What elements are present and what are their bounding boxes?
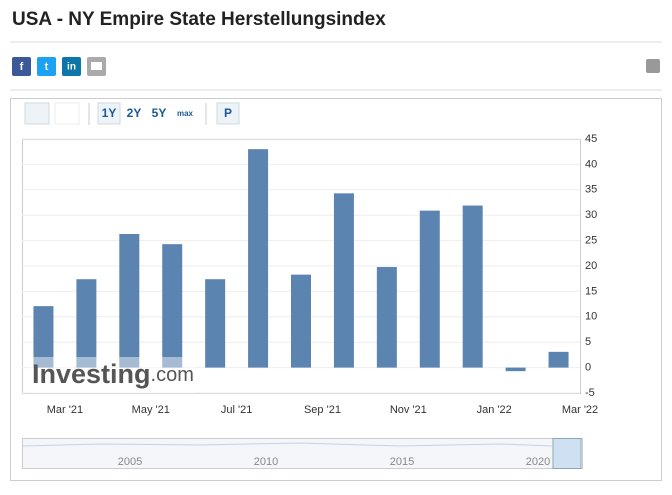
y-tick-label: 5 xyxy=(585,336,591,348)
y-tick-label: 45 xyxy=(585,133,597,145)
twitter-button[interactable] xyxy=(37,57,56,76)
linkedin-button[interactable] xyxy=(62,57,81,76)
facebook-button[interactable] xyxy=(12,57,31,76)
y-tick-label: 10 xyxy=(585,311,597,323)
navigator: 2005 2010 2015 2020 xyxy=(22,438,583,469)
page-title: USA - NY Empire State Herstellungsindex xyxy=(12,9,386,30)
watermark: Investing.com xyxy=(30,357,195,393)
bar xyxy=(248,149,269,368)
y-tick-label: 0 xyxy=(585,362,591,374)
range-label[interactable]: 2Y xyxy=(127,106,142,120)
p-button[interactable] xyxy=(216,102,240,125)
range-label[interactable]: max xyxy=(177,109,194,118)
bar xyxy=(162,244,183,368)
bar xyxy=(291,274,311,368)
navigator-label: 2020 xyxy=(526,456,550,468)
watermark-brand: Investing xyxy=(32,359,151,389)
x-tick-label: Sep '21 xyxy=(304,404,341,416)
y-tick-label: 30 xyxy=(585,209,597,221)
x-tick-label: Jul '21 xyxy=(221,404,252,416)
twitter-icon: t xyxy=(45,61,49,73)
bar xyxy=(76,279,97,368)
toolbar: 1Y 2Y 5Y max P xyxy=(24,102,240,125)
y-tick-label: 25 xyxy=(585,235,597,247)
watermark-bg xyxy=(30,357,195,393)
bar xyxy=(376,267,397,368)
y-tick-label: 40 xyxy=(585,158,597,170)
navigator-line xyxy=(22,442,553,447)
y-tick-label: 35 xyxy=(585,184,597,196)
y-tick-label: -5 xyxy=(585,387,595,399)
facebook-icon: f xyxy=(20,61,24,73)
mail-icon xyxy=(91,62,102,70)
x-tick-label: Mar '21 xyxy=(47,404,83,416)
line-type-button[interactable] xyxy=(54,102,80,125)
x-tick-label: Jan '22 xyxy=(477,404,512,416)
range-label: 1Y xyxy=(102,106,117,120)
bar xyxy=(462,205,483,368)
bar-type-button[interactable] xyxy=(24,102,50,125)
plot: -5 0 5 10 15 20 25 30 35 40 45 Mar '21 May '21 Jul '2… xyxy=(22,133,598,416)
linkedin-icon: in xyxy=(67,62,76,73)
p-label: P xyxy=(224,106,232,120)
bar xyxy=(419,210,440,368)
x-tick-label: May '21 xyxy=(132,404,170,416)
bar xyxy=(548,351,569,368)
bar xyxy=(33,306,54,368)
watermark-domain: .com xyxy=(151,364,194,386)
y-tick-label: 20 xyxy=(585,260,597,272)
y-tick-label: 15 xyxy=(585,285,597,297)
share-bar: f t in xyxy=(12,57,660,76)
bar xyxy=(205,279,226,368)
navigator-frame xyxy=(22,438,583,469)
bar xyxy=(119,233,140,368)
bar xyxy=(505,367,526,372)
x-tick-label: Nov '21 xyxy=(390,404,427,416)
print-button[interactable] xyxy=(646,59,660,73)
x-tick-label: Mar '22 xyxy=(562,404,598,416)
bar xyxy=(333,193,354,368)
watermark-text: Investing.com xyxy=(32,359,194,389)
navigator-label: 2010 xyxy=(254,456,278,468)
navigator-label: 2005 xyxy=(118,456,142,468)
range-button[interactable] xyxy=(97,102,121,125)
navigator-window[interactable] xyxy=(552,438,582,469)
range-label[interactable]: 5Y xyxy=(152,106,167,120)
navigator-label: 2015 xyxy=(390,456,414,468)
